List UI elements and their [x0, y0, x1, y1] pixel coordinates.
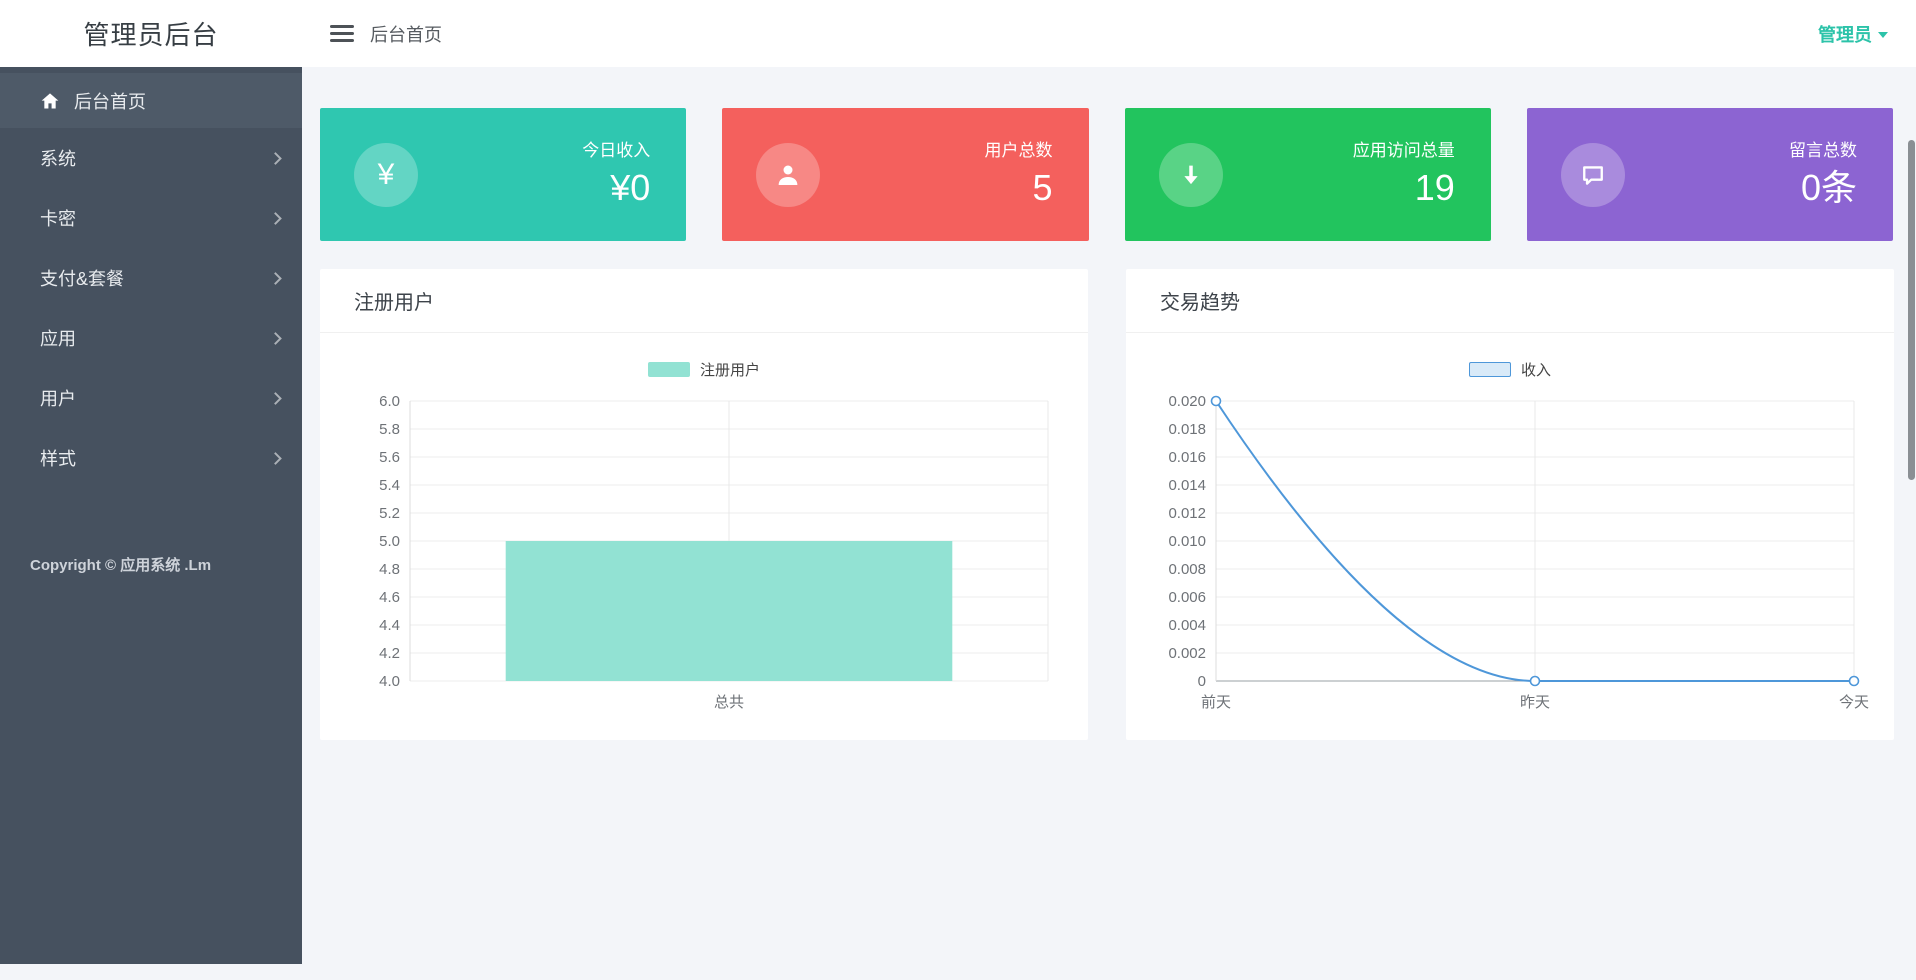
svg-text:0.002: 0.002: [1168, 645, 1206, 662]
stat-card-today-income: ¥ 今日收入 ¥0: [320, 108, 687, 241]
sidebar-item-label: 应用: [40, 329, 76, 349]
svg-text:4.4: 4.4: [379, 617, 400, 634]
legend-label: 收入: [1520, 361, 1551, 379]
svg-text:0.012: 0.012: [1168, 505, 1206, 522]
svg-text:4.6: 4.6: [379, 589, 400, 606]
user-icon: [756, 142, 821, 207]
sidebar-item-label: 后台首页: [74, 91, 146, 112]
legend-swatch: [1468, 361, 1511, 377]
sidebar-item-label: 样式: [40, 449, 76, 469]
stat-cards-row: ¥ 今日收入 ¥0 用户总数 5 应用访问总量 19: [320, 108, 1893, 241]
panel-title: 交易趋势: [1126, 269, 1894, 333]
sidebar-nav: 后台首页 系统 卡密 支付&套餐 应用 用户 样式: [0, 67, 302, 488]
vertical-scrollbar[interactable]: [1908, 140, 1915, 480]
chevron-right-icon: [269, 331, 282, 345]
svg-text:4.8: 4.8: [379, 561, 400, 578]
line-chart: 0 0.002 0.004 0.006 0.008 0.010 0.012 0.014 0.01…: [1160, 393, 1869, 723]
bar-chart: 4.0 4.2 4.4 4.6 4.8 5.0 5.2 5.4 5.6 5.8 6.0 总共: [354, 393, 1054, 723]
sidebar-item-label: 卡密: [40, 209, 76, 229]
caret-down-icon: [1878, 31, 1888, 38]
sidebar-item-payment[interactable]: 支付&套餐: [0, 248, 302, 308]
sidebar-item-cardkey[interactable]: 卡密: [0, 188, 302, 248]
stat-card-total-users: 用户总数 5: [722, 108, 1089, 241]
stat-card-messages: 留言总数 0条: [1526, 108, 1893, 241]
svg-text:5.4: 5.4: [379, 477, 400, 494]
legend-registered-users[interactable]: 注册用户: [354, 359, 1054, 379]
sidebar-item-label: 用户: [40, 389, 76, 409]
svg-text:5.8: 5.8: [379, 421, 400, 438]
legend-income[interactable]: 收入: [1160, 359, 1860, 379]
svg-text:4.2: 4.2: [379, 645, 400, 662]
yen-icon: ¥: [354, 142, 418, 207]
comment-icon: [1560, 142, 1625, 207]
svg-text:0.014: 0.014: [1168, 477, 1206, 494]
svg-text:5.0: 5.0: [379, 533, 400, 550]
chevron-right-icon: [269, 451, 282, 465]
svg-text:0.018: 0.018: [1168, 421, 1206, 438]
stat-card-label: 应用访问总量: [1352, 140, 1455, 160]
svg-text:5.2: 5.2: [379, 505, 400, 522]
sidebar-item-label: 系统: [40, 149, 76, 169]
svg-text:0: 0: [1198, 673, 1206, 690]
svg-text:0.010: 0.010: [1168, 533, 1206, 550]
main-content: ¥ 今日收入 ¥0 用户总数 5 应用访问总量 19: [302, 67, 1916, 980]
svg-text:昨天: 昨天: [1520, 694, 1550, 711]
user-dropdown-label: 管理员: [1818, 24, 1872, 45]
stat-card-value: 0条: [1800, 166, 1857, 208]
home-icon: [40, 91, 60, 111]
stat-card-label: 今日收入: [582, 140, 651, 160]
topbar: 后台首页 管理员: [302, 0, 1916, 67]
sidebar-item-system[interactable]: 系统: [0, 128, 302, 188]
svg-text:总共: 总共: [714, 694, 744, 711]
copyright-text: Copyright © 应用系统 .Lm: [30, 557, 212, 574]
chevron-right-icon: [269, 391, 282, 405]
svg-text:0.008: 0.008: [1168, 561, 1206, 578]
user-dropdown[interactable]: 管理员: [1818, 21, 1888, 47]
stat-card-label: 留言总数: [1789, 140, 1857, 160]
svg-text:0.006: 0.006: [1168, 589, 1206, 606]
sidebar: 管理员后台 后台首页 系统 卡密 支付&套餐 应用 用户 样式: [0, 0, 302, 964]
sidebar-item-apps[interactable]: 应用: [0, 308, 302, 368]
legend-label: 注册用户: [699, 361, 760, 379]
panel-transaction-trend: 交易趋势 收入 0 0.002 0.004 0.006 0.008 0.010 0.012 0…: [1126, 269, 1894, 740]
legend-swatch: [647, 361, 690, 377]
chevron-right-icon: [269, 151, 282, 165]
breadcrumb: 后台首页: [370, 24, 442, 45]
stat-card-value: ¥0: [610, 166, 651, 208]
svg-text:今天: 今天: [1839, 694, 1869, 711]
sidebar-item-home[interactable]: 后台首页: [0, 73, 302, 128]
chevron-right-icon: [269, 211, 282, 225]
svg-text:6.0: 6.0: [379, 393, 400, 410]
brand-title: 管理员后台: [0, 0, 302, 67]
hamburger-menu-icon[interactable]: [330, 25, 354, 42]
panel-registered-users: 注册用户 注册用户 4.0 4.2 4.4 4.6 4.8 5.0 5.2 5.4 5.6 5.8…: [320, 269, 1088, 740]
svg-text:0.004: 0.004: [1168, 617, 1206, 634]
svg-text:0.016: 0.016: [1168, 449, 1206, 466]
sidebar-item-label: 支付&套餐: [40, 269, 125, 289]
sidebar-item-style[interactable]: 样式: [0, 428, 302, 488]
chart-panels-row: 注册用户 注册用户 4.0 4.2 4.4 4.6 4.8 5.0 5.2 5.4 5.6 5.8…: [320, 269, 1894, 740]
chevron-right-icon: [269, 271, 282, 285]
sidebar-item-users[interactable]: 用户: [0, 368, 302, 428]
svg-text:前天: 前天: [1201, 694, 1231, 711]
stat-card-label: 用户总数: [984, 140, 1053, 160]
down-arrow-icon: [1158, 142, 1223, 207]
svg-text:5.6: 5.6: [379, 449, 400, 466]
stat-card-value: 5: [1032, 166, 1053, 208]
panel-title: 注册用户: [320, 269, 1088, 333]
svg-text:0.020: 0.020: [1168, 393, 1206, 410]
stat-card-app-visits: 应用访问总量 19: [1124, 108, 1491, 241]
stat-card-value: 19: [1414, 166, 1455, 208]
svg-text:4.0: 4.0: [379, 673, 400, 690]
